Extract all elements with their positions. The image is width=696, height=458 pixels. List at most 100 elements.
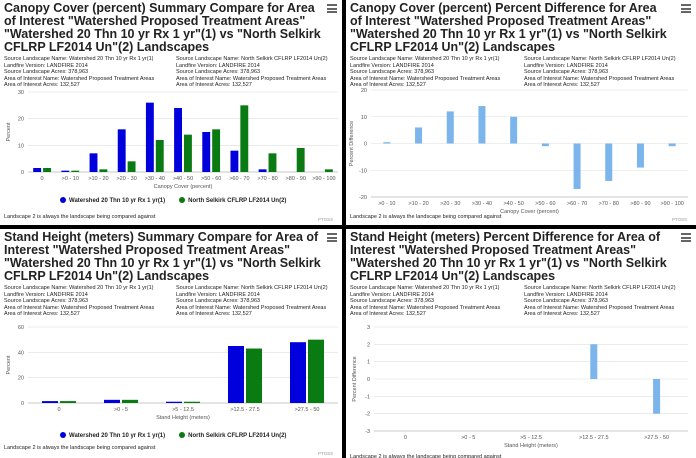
x-axis-label: Stand Height (meters) xyxy=(504,443,558,449)
aoi-acres: Area of Interest Acres: 132,527 xyxy=(176,82,252,88)
chart-title: Canopy Cover (percent) Percent Differenc… xyxy=(350,1,667,54)
x-tick-label: >30 - 40 xyxy=(472,201,492,207)
landscape1-info: Source Landscape Name: Watershed 20 Thn … xyxy=(4,56,154,89)
aoi-name: Area of Interest Name: Watershed Propose… xyxy=(176,304,327,311)
bar-series-2 xyxy=(184,134,192,172)
x-tick-label: 0 xyxy=(404,435,407,441)
source-acres: Source Landscape Acres: 378,963 xyxy=(524,69,609,75)
landscape2-info: Source Landscape Name: North Selkirk CFL… xyxy=(176,56,328,89)
x-tick-label: >0 - 5 xyxy=(461,435,475,441)
bar-series-2 xyxy=(240,105,249,172)
bar-series-1 xyxy=(230,150,239,172)
chart-menu-icon[interactable] xyxy=(681,4,691,13)
source-name: Source Landscape Name: Watershed 20 Thn … xyxy=(350,56,500,62)
bar-series-1 xyxy=(117,129,126,172)
x-axis-label: Canopy Cover (percent) xyxy=(154,184,213,190)
bar-series-2 xyxy=(184,401,200,403)
x-tick-label: >20 - 30 xyxy=(116,176,136,182)
canopy-difference-panel: Canopy Cover (percent) Percent Differenc… xyxy=(346,0,696,225)
source-name: Source Landscape Name: North Selkirk CFL… xyxy=(524,56,676,62)
x-tick-label: >27.5 - 50 xyxy=(644,435,669,441)
landfire-version: Landfire Version: LANDFIRE 2014 xyxy=(4,291,88,298)
bar-series-2 xyxy=(212,129,221,172)
bar-series-1 xyxy=(166,401,182,403)
aoi-acres: Area of Interest Acres: 132,527 xyxy=(350,311,426,317)
aoi-acres: Area of Interest Acres: 132,527 xyxy=(4,311,80,317)
x-tick-label: >0 - 5 xyxy=(114,407,128,413)
landfire-version: Landfire Version: LANDFIRE 2014 xyxy=(176,291,260,298)
chart-menu-icon[interactable] xyxy=(681,233,691,242)
bar-difference xyxy=(573,143,581,189)
source-acres: Source Landscape Acres: 378,963 xyxy=(350,298,435,304)
chart-menu-icon[interactable] xyxy=(327,4,337,13)
landscape1-info: Source Landscape Name: Watershed 20 Thn … xyxy=(350,285,500,318)
aoi-acres: Area of Interest Acres: 132,527 xyxy=(4,82,80,88)
source-acres: Source Landscape Acres: 378,963 xyxy=(4,69,89,75)
y-tick-label: 0 xyxy=(367,377,370,383)
y-axis-label: Percent xyxy=(6,122,12,141)
landfire-version: Landfire Version: LANDFIRE 2014 xyxy=(524,291,608,298)
source-name: Source Landscape Name: Watershed 20 Thn … xyxy=(4,285,154,291)
legend-item-2[interactable]: North Selkirk CFLRP LF2014 Un(2) xyxy=(179,432,286,439)
legend-item-1[interactable]: Watershed 20 Thn 10 yr Rx 1 yr(1) xyxy=(60,197,165,204)
x-tick-label: 0 xyxy=(57,407,60,413)
bar-series-1 xyxy=(290,342,306,403)
x-tick-label: >40 - 50 xyxy=(173,176,193,182)
y-tick-label: 10 xyxy=(18,143,24,149)
legend-marker-icon xyxy=(60,197,66,203)
credit: PTOSS xyxy=(318,217,334,222)
aoi-acres: Area of Interest Acres: 132,527 xyxy=(176,311,252,317)
x-tick-label: >80 - 90 xyxy=(630,201,650,207)
x-tick-label: 0 xyxy=(41,176,44,182)
y-tick-label: 3 xyxy=(367,325,370,331)
aoi-name: Area of Interest Name: Watershed Propose… xyxy=(4,304,155,311)
source-acres: Source Landscape Acres: 378,963 xyxy=(176,69,261,75)
landfire-version: Landfire Version: LANDFIRE 2014 xyxy=(350,291,434,298)
y-tick-label: 40 xyxy=(18,350,24,356)
bar-difference xyxy=(590,344,598,379)
canopy-summary-chart: 0 10 20 30 Percent 0 >0 - 10 >10 - 20 >20 - 30 >3… xyxy=(6,90,338,190)
footer-note: Landscape 2 is always the landscape bein… xyxy=(4,445,156,451)
footer-note: Landscape 2 is always the landscape bein… xyxy=(4,214,156,220)
y-axis-label: Percent xyxy=(6,355,12,374)
bar-series-2 xyxy=(246,348,262,403)
aoi-name: Area of Interest Name: Watershed Propose… xyxy=(4,75,155,82)
bar-difference xyxy=(478,106,486,144)
aoi-name: Area of Interest Name: Watershed Propose… xyxy=(524,304,675,311)
chart-legend: Watershed 20 Thn 10 yr Rx 1 yr(1) North … xyxy=(60,432,286,439)
bar-series-1 xyxy=(258,169,267,172)
x-tick-label: >0 - 10 xyxy=(378,201,395,207)
bar-series-2 xyxy=(308,339,324,403)
source-acres: Source Landscape Acres: 378,963 xyxy=(176,298,261,304)
y-tick-label: -2 xyxy=(365,412,370,418)
legend-marker-icon xyxy=(179,432,186,438)
y-tick-label: -3 xyxy=(365,429,370,435)
aoi-name: Area of Interest Name: Watershed Propose… xyxy=(524,75,675,82)
credit: PTOSS xyxy=(672,217,688,222)
source-name: Source Landscape Name: North Selkirk CFL… xyxy=(176,56,328,62)
chart-menu-icon[interactable] xyxy=(327,233,337,242)
bar-series-1 xyxy=(202,132,211,172)
x-tick-label: >50 - 60 xyxy=(535,201,555,207)
landfire-version: Landfire Version: LANDFIRE 2014 xyxy=(350,62,434,69)
canopy-difference-chart: 20 10 0 -10 -20 Percent Difference >0 - 10 >10 … xyxy=(349,88,688,215)
bar-series-1 xyxy=(174,108,182,172)
x-tick-label: >0 - 10 xyxy=(62,176,79,182)
legend-item-1[interactable]: Watershed 20 Thn 10 yr Rx 1 yr(1) xyxy=(60,432,165,439)
aoi-name: Area of Interest Name: Watershed Propose… xyxy=(176,75,327,82)
y-tick-label: 30 xyxy=(18,90,24,96)
bar-series-2 xyxy=(122,399,138,403)
aoi-acres: Area of Interest Acres: 132,527 xyxy=(524,82,600,88)
legend-item-2[interactable]: North Selkirk CFLRP LF2014 Un(2) xyxy=(179,197,286,204)
source-name: Source Landscape Name: North Selkirk CFL… xyxy=(524,285,676,291)
x-tick-label: >70 - 80 xyxy=(599,201,619,207)
y-tick-label: 2 xyxy=(367,342,370,348)
height-difference-panel: Stand Height (meters) Percent Difference… xyxy=(346,229,696,458)
bar-difference xyxy=(415,127,423,144)
x-tick-label: >60 - 70 xyxy=(567,201,587,207)
y-tick-label: 0 xyxy=(21,401,24,407)
x-tick-label: >27.5 - 50 xyxy=(295,407,320,413)
height-difference-chart: 3 2 1 0 -1 -2 -3 Percent Difference 0 >0 - 5 >5 - … xyxy=(352,325,688,449)
landfire-version: Landfire Version: LANDFIRE 2014 xyxy=(176,62,260,69)
bar-series-2 xyxy=(127,161,136,172)
